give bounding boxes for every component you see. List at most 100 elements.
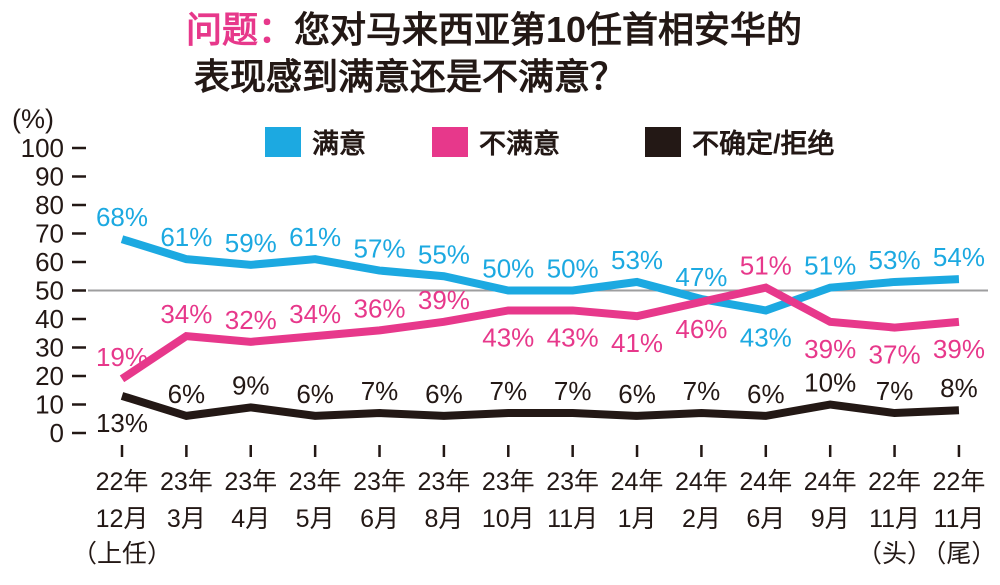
- point-label-dissatisfied-5: 39%: [418, 285, 470, 315]
- chart-title-question: 您对马来西亚第10任首相安华的: [294, 9, 803, 50]
- point-label-unsure-13: 8%: [940, 373, 978, 403]
- x-label-7-line0: 23年: [546, 468, 599, 496]
- legend-item-dissatisfied: 不满意: [432, 122, 560, 161]
- y-tick-label-30: 30: [35, 333, 64, 363]
- point-label-unsure-9: 7%: [683, 376, 721, 406]
- x-label-9-line1: 2月: [682, 505, 721, 533]
- point-label-dissatisfied-10: 51%: [740, 251, 792, 281]
- point-label-dissatisfied-9: 46%: [675, 314, 727, 344]
- point-label-satisfied-4: 57%: [353, 234, 405, 264]
- legend-item-unsure: 不确定/拒绝: [645, 122, 835, 161]
- legend: 满意 不满意 不确定/拒绝: [0, 122, 1000, 159]
- point-label-satisfied-0: 68%: [96, 202, 148, 232]
- point-label-satisfied-8: 53%: [611, 245, 663, 275]
- x-label-0-line2: （上任）: [72, 540, 172, 568]
- x-label-5-line0: 23年: [417, 468, 470, 496]
- legend-label-unsure: 不确定/拒绝: [692, 129, 835, 159]
- x-label-12-line2: （头）: [857, 540, 932, 568]
- point-label-unsure-0: 13%: [96, 408, 148, 438]
- point-label-satisfied-10: 43%: [740, 322, 792, 352]
- point-label-dissatisfied-3: 34%: [289, 299, 341, 329]
- x-label-3-line0: 23年: [289, 468, 342, 496]
- point-label-unsure-6: 7%: [489, 376, 527, 406]
- series-line-satisfied: [120, 235, 960, 315]
- point-label-dissatisfied-6: 43%: [482, 322, 534, 352]
- y-tick-label-40: 40: [35, 304, 64, 334]
- y-tick-label-10: 10: [35, 390, 64, 420]
- y-tick-label-90: 90: [35, 162, 64, 192]
- x-label-8-line0: 24年: [611, 468, 664, 496]
- x-label-0-line0: 22年: [96, 468, 149, 496]
- x-label-3-line1: 5月: [296, 505, 335, 533]
- point-label-satisfied-12: 53%: [869, 245, 921, 275]
- x-label-1-line0: 23年: [160, 468, 213, 496]
- y-tick-label-20: 20: [35, 361, 64, 391]
- point-label-satisfied-11: 51%: [804, 251, 856, 281]
- chart-title-line2: 表现感到满意还是不满意？: [194, 56, 627, 97]
- x-label-9-line0: 24年: [675, 468, 728, 496]
- point-label-satisfied-2: 59%: [225, 228, 277, 258]
- point-label-unsure-10: 6%: [747, 379, 785, 409]
- point-label-unsure-12: 7%: [876, 376, 914, 406]
- y-tick-label-0: 0: [50, 418, 64, 448]
- y-tick-label-80: 80: [35, 190, 64, 220]
- x-label-4-line0: 23年: [353, 468, 406, 496]
- y-tick-label-100: 100: [21, 133, 64, 163]
- x-label-10-line1: 6月: [746, 505, 785, 533]
- point-label-dissatisfied-4: 36%: [353, 293, 405, 323]
- x-label-2-line0: 23年: [224, 468, 277, 496]
- x-label-10-line0: 24年: [739, 468, 792, 496]
- x-label-8-line1: 1月: [618, 505, 657, 533]
- x-label-13-line2: （尾）: [921, 540, 996, 568]
- series-line-dissatisfied: [119, 283, 960, 383]
- legend-label-satisfied: 满意: [312, 129, 366, 159]
- point-label-satisfied-6: 50%: [482, 254, 534, 284]
- y-tick-label-70: 70: [35, 219, 64, 249]
- point-label-unsure-2: 9%: [232, 370, 270, 400]
- point-label-dissatisfied-13: 39%: [933, 334, 985, 364]
- x-label-12-line0: 22年: [868, 468, 921, 496]
- point-label-satisfied-5: 55%: [418, 239, 470, 269]
- x-label-4-line1: 6月: [360, 505, 399, 533]
- point-label-dissatisfied-11: 39%: [804, 334, 856, 364]
- x-label-5-line1: 8月: [424, 505, 463, 533]
- point-label-unsure-5: 6%: [425, 379, 463, 409]
- x-label-13-line1: 11月: [933, 505, 984, 533]
- chart-title-line1: 问题：您对马来西亚第10任首相安华的: [186, 6, 802, 53]
- x-label-0-line1: 12月: [96, 505, 149, 533]
- series-line-unsure: [120, 392, 960, 420]
- point-label-unsure-1: 6%: [168, 379, 206, 409]
- point-label-unsure-11: 10%: [804, 368, 856, 398]
- satisfied-swatch-icon: [265, 126, 301, 157]
- chart-title: 问题：您对马来西亚第10任首相安华的 表现感到满意还是不满意？: [186, 6, 802, 100]
- point-label-dissatisfied-2: 32%: [225, 305, 277, 335]
- point-label-dissatisfied-7: 43%: [547, 322, 599, 352]
- unsure-swatch-icon: [645, 126, 681, 157]
- y-tick-label-60: 60: [35, 247, 64, 277]
- y-axis-unit-label: (%): [12, 104, 54, 134]
- chart-title-prefix: 问题：: [186, 9, 295, 50]
- point-label-dissatisfied-1: 34%: [160, 299, 212, 329]
- point-label-dissatisfied-12: 37%: [869, 340, 921, 370]
- x-label-7-line1: 11月: [547, 505, 598, 533]
- point-label-unsure-3: 6%: [296, 379, 334, 409]
- x-label-2-line1: 4月: [231, 505, 270, 533]
- legend-label-dissatisfied: 不满意: [479, 129, 560, 159]
- x-label-1-line1: 3月: [167, 505, 206, 533]
- point-label-satisfied-3: 61%: [289, 222, 341, 252]
- x-label-11-line0: 24年: [804, 468, 857, 496]
- x-label-13-line0: 22年: [933, 468, 986, 496]
- legend-item-satisfied: 满意: [265, 122, 366, 161]
- y-tick-label-50: 50: [35, 276, 64, 306]
- point-label-satisfied-13: 54%: [933, 242, 985, 272]
- point-label-dissatisfied-0: 19%: [96, 342, 148, 372]
- point-label-satisfied-1: 61%: [160, 222, 212, 252]
- point-label-dissatisfied-8: 41%: [611, 328, 663, 358]
- point-label-unsure-8: 6%: [618, 379, 656, 409]
- x-label-12-line1: 11月: [869, 505, 920, 533]
- x-label-6-line0: 23年: [482, 468, 535, 496]
- x-label-6-line1: 10月: [482, 505, 535, 533]
- point-label-satisfied-9: 47%: [675, 262, 727, 292]
